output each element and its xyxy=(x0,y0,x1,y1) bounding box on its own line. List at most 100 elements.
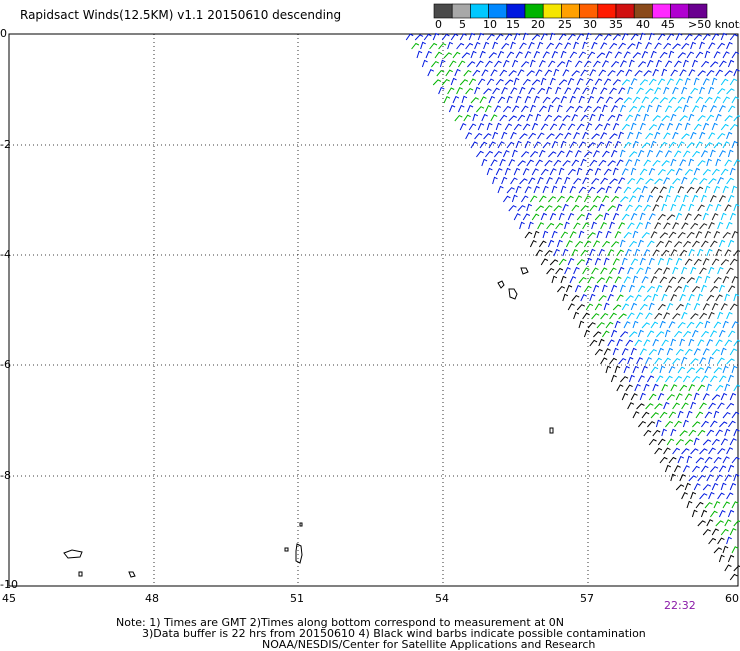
wind-barb xyxy=(699,41,705,50)
wind-barb xyxy=(450,33,459,41)
wind-barb xyxy=(616,113,623,122)
wind-barb xyxy=(611,241,620,248)
wind-barb xyxy=(677,141,685,149)
wind-barb xyxy=(668,231,677,239)
wind-barb xyxy=(576,167,583,176)
wind-barb xyxy=(447,41,454,50)
wind-barb xyxy=(729,258,738,266)
wind-barb xyxy=(474,86,481,95)
wind-barb xyxy=(718,375,727,383)
wind-barb xyxy=(576,33,585,41)
lon-label-54: 54 xyxy=(435,592,449,605)
wind-barb xyxy=(727,420,736,428)
wind-barb xyxy=(524,51,532,59)
wind-barb xyxy=(616,69,625,77)
wind-barb xyxy=(517,205,526,212)
wind-barb xyxy=(636,177,644,185)
wind-barb xyxy=(558,33,567,41)
wind-barb xyxy=(598,203,605,212)
wind-barb xyxy=(729,438,737,446)
wind-barb xyxy=(715,158,722,167)
wind-barb xyxy=(706,383,712,392)
wind-barb xyxy=(708,402,716,410)
wind-barb xyxy=(646,330,655,338)
wind-barb xyxy=(414,34,424,41)
wind-barb xyxy=(625,204,633,212)
wind-barb xyxy=(655,284,663,293)
wind-barb xyxy=(510,41,516,50)
wind-barb xyxy=(711,438,720,446)
wind-barb xyxy=(603,78,612,86)
wind-barb xyxy=(490,114,498,122)
wind-barb xyxy=(682,194,689,203)
wind-barb xyxy=(627,312,635,320)
wind-barb xyxy=(621,168,629,176)
wind-barb xyxy=(639,79,649,86)
wind-barb xyxy=(706,339,714,347)
wind-barb xyxy=(650,186,659,194)
wind-barb xyxy=(717,311,724,320)
wind-barb xyxy=(684,348,693,356)
wind-barb xyxy=(648,302,655,311)
wind-barb xyxy=(582,41,588,50)
legend-swatch xyxy=(433,3,453,19)
wind-barb xyxy=(652,293,659,302)
wind-barb xyxy=(652,429,661,437)
wind-barb xyxy=(601,195,610,203)
wind-barb xyxy=(573,177,582,185)
wind-barb xyxy=(646,240,655,248)
wind-barb xyxy=(546,133,555,140)
wind-barb xyxy=(627,177,636,185)
wind-barb xyxy=(614,51,622,59)
wind-barb xyxy=(531,79,541,86)
wind-barb xyxy=(655,104,662,113)
wind-barb xyxy=(650,50,657,59)
wind-barb xyxy=(700,509,708,518)
wind-barb xyxy=(495,33,504,41)
wind-barb xyxy=(612,33,621,41)
wind-barb xyxy=(569,141,577,149)
wind-barb xyxy=(655,195,664,203)
wind-barb xyxy=(582,222,590,230)
wind-barb xyxy=(675,393,683,401)
wind-barb xyxy=(663,447,671,455)
wind-barb xyxy=(713,456,722,464)
wind-barb xyxy=(483,133,492,140)
wind-barb xyxy=(704,502,713,509)
wind-barb xyxy=(629,105,638,113)
island-aldabra xyxy=(63,549,83,559)
wind-barb xyxy=(646,375,655,383)
wind-barb xyxy=(592,195,601,203)
legend-color-bar xyxy=(433,3,708,19)
wind-barb xyxy=(540,123,549,131)
wind-barb xyxy=(666,168,675,176)
wind-barb xyxy=(556,150,565,158)
wind-barb xyxy=(637,239,644,248)
wind-barb xyxy=(618,313,627,320)
wind-barb xyxy=(594,78,603,86)
wind-barb xyxy=(540,212,548,221)
wind-barb xyxy=(555,132,564,140)
wind-barb xyxy=(722,365,729,374)
wind-barb xyxy=(715,69,723,77)
wind-barb xyxy=(659,186,667,194)
wind-barb xyxy=(625,248,632,257)
wind-barb xyxy=(580,69,588,77)
wind-barb xyxy=(555,86,562,95)
wind-barb xyxy=(695,367,705,374)
wind-barb xyxy=(520,105,529,113)
wind-barb xyxy=(655,59,662,68)
wind-barb xyxy=(677,231,686,239)
wind-barb xyxy=(591,177,600,185)
wind-barb xyxy=(459,33,467,41)
wind-barb xyxy=(533,141,541,149)
wind-barb xyxy=(675,257,683,266)
wind-barb xyxy=(719,421,728,428)
wind-barb xyxy=(591,267,599,275)
legend-label: 35 xyxy=(609,18,623,31)
wind-barb xyxy=(425,50,432,59)
wind-barb xyxy=(674,330,683,338)
wind-barb xyxy=(638,420,647,428)
wind-barb xyxy=(663,222,671,230)
wind-barb xyxy=(479,96,487,104)
